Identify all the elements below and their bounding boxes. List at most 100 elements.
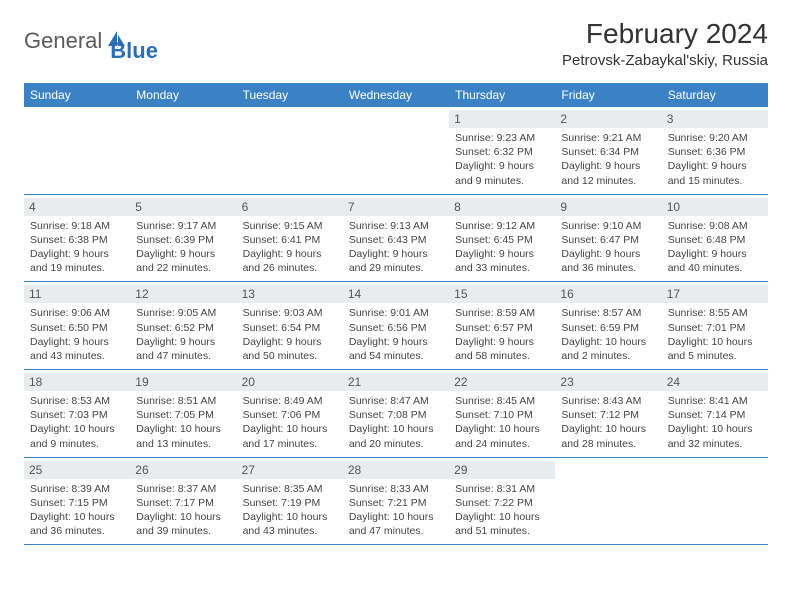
date-number: 16 xyxy=(555,285,661,303)
daylight-text: Daylight: 9 hours and 19 minutes. xyxy=(30,247,124,275)
date-number: 5 xyxy=(130,198,236,216)
calendar-week: 25Sunrise: 8:39 AMSunset: 7:15 PMDayligh… xyxy=(24,458,768,546)
sunset-text: Sunset: 6:32 PM xyxy=(455,145,549,159)
sunset-text: Sunset: 6:41 PM xyxy=(243,233,337,247)
page-title: February 2024 xyxy=(562,18,768,50)
date-number: 14 xyxy=(343,285,449,303)
day-header: Tuesday xyxy=(237,83,343,107)
daylight-text: Daylight: 9 hours and 54 minutes. xyxy=(349,335,443,363)
date-number: 15 xyxy=(449,285,555,303)
day-info: Sunrise: 8:55 AMSunset: 7:01 PMDaylight:… xyxy=(666,306,764,363)
daylight-text: Daylight: 10 hours and 20 minutes. xyxy=(349,422,443,450)
calendar-cell: 12Sunrise: 9:05 AMSunset: 6:52 PMDayligh… xyxy=(130,282,236,369)
sunset-text: Sunset: 7:01 PM xyxy=(668,321,762,335)
sunset-text: Sunset: 6:43 PM xyxy=(349,233,443,247)
sunrise-text: Sunrise: 9:08 AM xyxy=(668,219,762,233)
day-info: Sunrise: 9:17 AMSunset: 6:39 PMDaylight:… xyxy=(134,219,232,276)
day-info: Sunrise: 9:21 AMSunset: 6:34 PMDaylight:… xyxy=(559,131,657,188)
sunrise-text: Sunrise: 8:41 AM xyxy=(668,394,762,408)
sunrise-text: Sunrise: 9:06 AM xyxy=(30,306,124,320)
daylight-text: Daylight: 9 hours and 22 minutes. xyxy=(136,247,230,275)
date-number: 28 xyxy=(343,461,449,479)
date-number: 3 xyxy=(662,110,768,128)
date-number: 25 xyxy=(24,461,130,479)
daylight-text: Daylight: 9 hours and 40 minutes. xyxy=(668,247,762,275)
date-number: 2 xyxy=(555,110,661,128)
calendar-cell: 19Sunrise: 8:51 AMSunset: 7:05 PMDayligh… xyxy=(130,370,236,457)
calendar-cell: 25Sunrise: 8:39 AMSunset: 7:15 PMDayligh… xyxy=(24,458,130,545)
daylight-text: Daylight: 10 hours and 5 minutes. xyxy=(668,335,762,363)
date-number: 20 xyxy=(237,373,343,391)
calendar-cell: 11Sunrise: 9:06 AMSunset: 6:50 PMDayligh… xyxy=(24,282,130,369)
daylight-text: Daylight: 10 hours and 47 minutes. xyxy=(349,510,443,538)
sunrise-text: Sunrise: 8:35 AM xyxy=(243,482,337,496)
calendar-cell: 23Sunrise: 8:43 AMSunset: 7:12 PMDayligh… xyxy=(555,370,661,457)
calendar-week: 11Sunrise: 9:06 AMSunset: 6:50 PMDayligh… xyxy=(24,282,768,370)
calendar-cell: 4Sunrise: 9:18 AMSunset: 6:38 PMDaylight… xyxy=(24,195,130,282)
calendar-cell: 15Sunrise: 8:59 AMSunset: 6:57 PMDayligh… xyxy=(449,282,555,369)
sunset-text: Sunset: 7:03 PM xyxy=(30,408,124,422)
sunrise-text: Sunrise: 9:23 AM xyxy=(455,131,549,145)
daylight-text: Daylight: 10 hours and 9 minutes. xyxy=(30,422,124,450)
logo-text-general: General xyxy=(24,28,102,54)
date-number: 11 xyxy=(24,285,130,303)
date-number: 4 xyxy=(24,198,130,216)
sunset-text: Sunset: 6:57 PM xyxy=(455,321,549,335)
calendar-cell: 7Sunrise: 9:13 AMSunset: 6:43 PMDaylight… xyxy=(343,195,449,282)
calendar-cell: 13Sunrise: 9:03 AMSunset: 6:54 PMDayligh… xyxy=(237,282,343,369)
page-header: General Blue February 2024 Petrovsk-Zaba… xyxy=(24,18,768,69)
date-number: 29 xyxy=(449,461,555,479)
sunset-text: Sunset: 6:39 PM xyxy=(136,233,230,247)
sunset-text: Sunset: 6:36 PM xyxy=(668,145,762,159)
calendar: Sunday Monday Tuesday Wednesday Thursday… xyxy=(24,83,768,545)
day-info: Sunrise: 9:08 AMSunset: 6:48 PMDaylight:… xyxy=(666,219,764,276)
calendar-cell xyxy=(662,458,768,545)
daylight-text: Daylight: 9 hours and 58 minutes. xyxy=(455,335,549,363)
sunrise-text: Sunrise: 9:10 AM xyxy=(561,219,655,233)
day-info: Sunrise: 8:45 AMSunset: 7:10 PMDaylight:… xyxy=(453,394,551,451)
sunset-text: Sunset: 7:15 PM xyxy=(30,496,124,510)
sunrise-text: Sunrise: 8:57 AM xyxy=(561,306,655,320)
daylight-text: Daylight: 9 hours and 15 minutes. xyxy=(668,159,762,187)
sunrise-text: Sunrise: 9:05 AM xyxy=(136,306,230,320)
sunset-text: Sunset: 7:21 PM xyxy=(349,496,443,510)
day-info: Sunrise: 9:15 AMSunset: 6:41 PMDaylight:… xyxy=(241,219,339,276)
date-number: 19 xyxy=(130,373,236,391)
sunset-text: Sunset: 7:12 PM xyxy=(561,408,655,422)
day-info: Sunrise: 8:41 AMSunset: 7:14 PMDaylight:… xyxy=(666,394,764,451)
day-info: Sunrise: 8:35 AMSunset: 7:19 PMDaylight:… xyxy=(241,482,339,539)
daylight-text: Daylight: 10 hours and 2 minutes. xyxy=(561,335,655,363)
date-number: 27 xyxy=(237,461,343,479)
daylight-text: Daylight: 10 hours and 43 minutes. xyxy=(243,510,337,538)
calendar-cell: 8Sunrise: 9:12 AMSunset: 6:45 PMDaylight… xyxy=(449,195,555,282)
sunrise-text: Sunrise: 9:03 AM xyxy=(243,306,337,320)
location-label: Petrovsk-Zabaykal'skiy, Russia xyxy=(562,52,768,69)
sunset-text: Sunset: 7:14 PM xyxy=(668,408,762,422)
sunrise-text: Sunrise: 8:49 AM xyxy=(243,394,337,408)
day-header: Sunday xyxy=(24,83,130,107)
sunset-text: Sunset: 6:54 PM xyxy=(243,321,337,335)
date-number: 9 xyxy=(555,198,661,216)
daylight-text: Daylight: 9 hours and 50 minutes. xyxy=(243,335,337,363)
sunset-text: Sunset: 7:08 PM xyxy=(349,408,443,422)
daylight-text: Daylight: 10 hours and 24 minutes. xyxy=(455,422,549,450)
calendar-cell: 1Sunrise: 9:23 AMSunset: 6:32 PMDaylight… xyxy=(449,107,555,194)
date-number: 7 xyxy=(343,198,449,216)
date-number: 24 xyxy=(662,373,768,391)
daylight-text: Daylight: 10 hours and 32 minutes. xyxy=(668,422,762,450)
calendar-cell xyxy=(555,458,661,545)
logo-text-blue: Blue xyxy=(110,38,158,64)
sunrise-text: Sunrise: 8:45 AM xyxy=(455,394,549,408)
calendar-cell: 9 Sunrise: 9:10 AMSunset: 6:47 PMDaylight… xyxy=(555,195,661,282)
date-number: 6 xyxy=(237,198,343,216)
sunset-text: Sunset: 6:52 PM xyxy=(136,321,230,335)
sunrise-text: Sunrise: 9:21 AM xyxy=(561,131,655,145)
day-info: Sunrise: 9:10 AMSunset: 6:47 PMDaylight:… xyxy=(559,219,657,276)
calendar-cell: 27 Sunrise: 8:35 AMSunset: 7:19 PMDayligh… xyxy=(237,458,343,545)
sunrise-text: Sunrise: 9:15 AM xyxy=(243,219,337,233)
sunrise-text: Sunrise: 8:37 AM xyxy=(136,482,230,496)
sunset-text: Sunset: 7:19 PM xyxy=(243,496,337,510)
day-info: Sunrise: 8:47 AMSunset: 7:08 PMDaylight:… xyxy=(347,394,445,451)
calendar-cell: 22Sunrise: 8:45 AMSunset: 7:10 PMDayligh… xyxy=(449,370,555,457)
calendar-cell xyxy=(24,107,130,194)
